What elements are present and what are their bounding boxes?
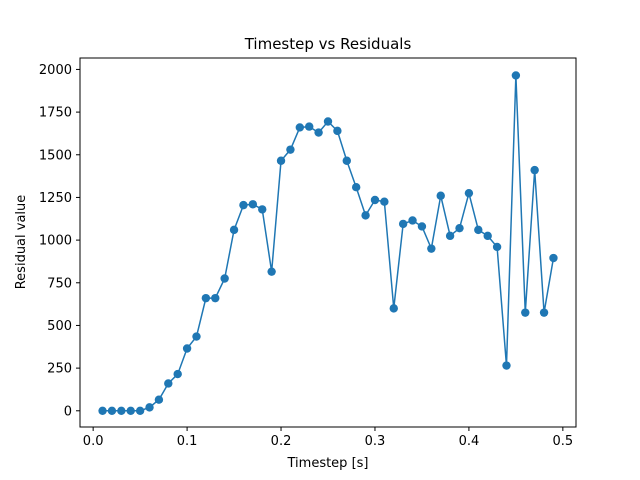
y-tick-label: 1500 (39, 148, 72, 163)
data-point (530, 165, 539, 175)
data-point (145, 403, 154, 412)
x-tick-label: 0.3 (365, 434, 386, 449)
y-tick-label: 1250 (39, 191, 72, 206)
x-tick-label: 0.5 (553, 434, 574, 449)
y-tick-label: 500 (47, 319, 72, 334)
data-point (436, 191, 445, 200)
data-point (220, 274, 229, 283)
y-tick-label: 2000 (39, 63, 72, 78)
x-axis-ticks: 0.0 0.1 0.2 0.3 0.4 0.5 (83, 427, 573, 449)
x-tick-label: 0.2 (271, 434, 292, 449)
data-point (126, 406, 135, 415)
chart-title: Timestep vs Residuals (244, 35, 412, 53)
data-point (333, 126, 342, 136)
data-point (98, 406, 107, 415)
data-point (305, 122, 314, 131)
x-tick-label: 0.1 (177, 434, 198, 449)
data-point (182, 344, 192, 353)
data-point (314, 128, 323, 137)
data-point (295, 123, 305, 132)
data-point (173, 369, 182, 379)
data-point (455, 223, 464, 233)
data-point (521, 308, 530, 317)
data-point (549, 253, 558, 263)
y-tick-label: 250 (47, 362, 72, 377)
x-axis-title: Timestep [s] (287, 456, 369, 471)
data-point (276, 156, 286, 165)
data-point (380, 197, 389, 206)
data-point (539, 308, 549, 317)
y-axis-ticks: 0 250 500 750 1000 1250 1500 1750 2000 (39, 63, 80, 419)
plot-area (98, 71, 558, 415)
data-point (483, 231, 492, 241)
data-point (511, 71, 521, 80)
data-point (267, 267, 276, 276)
data-point (164, 379, 173, 388)
data-point (107, 406, 117, 415)
data-point (370, 195, 380, 205)
data-point (351, 183, 361, 192)
data-point (417, 222, 427, 231)
series-line (102, 74, 555, 412)
data-point (474, 225, 483, 235)
x-tick-label: 0.0 (83, 434, 104, 449)
data-point (211, 293, 220, 303)
data-point (427, 244, 436, 253)
data-point (502, 361, 511, 370)
data-point (398, 219, 408, 229)
data-point (229, 225, 239, 235)
axes-frame (79, 57, 577, 428)
data-point (117, 406, 126, 415)
data-point (135, 406, 145, 415)
data-point (323, 117, 333, 126)
y-axis-title: Residual value (14, 195, 29, 290)
y-tick-label: 0 (64, 404, 72, 419)
data-point (342, 156, 351, 165)
y-tick-label: 1750 (39, 106, 72, 121)
data-point (248, 200, 258, 209)
data-point (286, 145, 295, 154)
data-point (201, 293, 211, 303)
data-point (154, 395, 164, 404)
data-point (445, 231, 455, 241)
data-point (239, 200, 248, 210)
data-point (361, 211, 370, 220)
y-tick-label: 750 (47, 276, 72, 291)
data-point (258, 205, 267, 214)
data-point (389, 304, 398, 313)
x-tick-label: 0.4 (459, 434, 480, 449)
data-point (492, 242, 502, 252)
data-point (464, 188, 474, 198)
y-tick-label: 1000 (39, 234, 72, 249)
data-point (192, 332, 201, 341)
data-point (408, 216, 417, 225)
